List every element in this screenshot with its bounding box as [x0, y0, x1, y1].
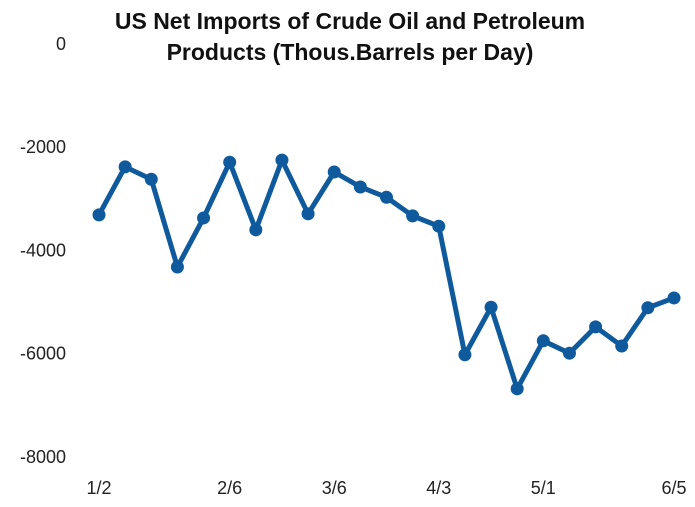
- x-tick-label: 1/2: [86, 478, 111, 498]
- data-point: [327, 165, 341, 179]
- x-tick-label: 5/1: [531, 478, 556, 498]
- data-point: [380, 190, 393, 204]
- data-point: [641, 301, 655, 315]
- y-tick-label: -8000: [20, 447, 66, 467]
- data-point: [458, 348, 472, 362]
- data-point: [562, 346, 576, 360]
- data-point: [432, 219, 446, 233]
- data-point: [92, 208, 106, 222]
- data-point: [275, 153, 289, 167]
- x-tick-label: 6/5: [661, 478, 686, 498]
- data-point: [589, 320, 603, 334]
- data-point: [144, 172, 158, 186]
- data-point: [615, 339, 629, 353]
- chart-title: US Net Imports of Crude Oil and Petroleu…: [114, 8, 586, 65]
- y-tick-label: 0: [56, 34, 66, 54]
- data-point: [223, 155, 237, 169]
- data-point: [301, 207, 315, 221]
- y-tick-label: -4000: [20, 240, 66, 260]
- y-tick-label: -2000: [20, 137, 66, 157]
- data-point: [484, 300, 498, 314]
- data-point: [118, 160, 132, 174]
- data-point: [197, 211, 211, 225]
- data-point: [667, 291, 681, 305]
- x-tick-label: 2/6: [217, 478, 242, 498]
- data-point: [353, 180, 367, 194]
- data-point: [510, 382, 524, 396]
- x-tick-label: 4/3: [426, 478, 451, 498]
- data-point: [249, 223, 263, 237]
- x-tick-label: 3/6: [322, 478, 347, 498]
- y-tick-label: -6000: [20, 344, 66, 364]
- data-point: [406, 209, 420, 223]
- data-point: [536, 334, 550, 348]
- data-point: [170, 260, 184, 274]
